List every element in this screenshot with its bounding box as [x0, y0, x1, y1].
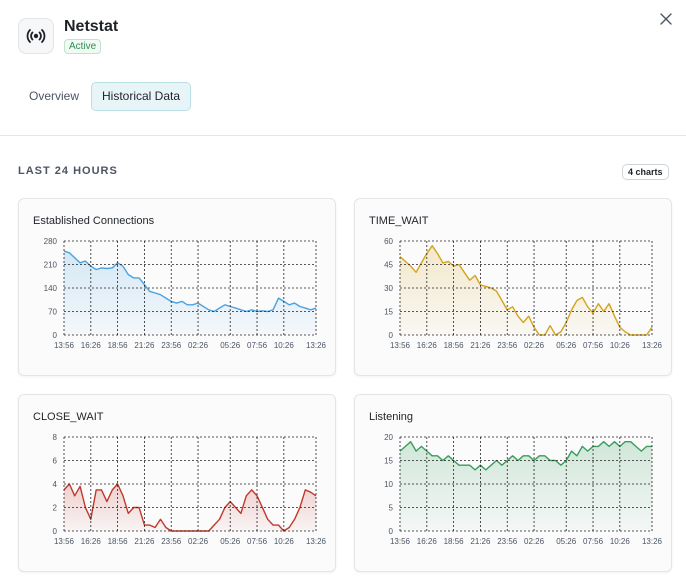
x-tick-label: 21:26 [134, 537, 155, 546]
x-tick-label: 13:56 [54, 537, 75, 546]
x-tick-label: 10:26 [274, 341, 295, 350]
tab[interactable]: Overview [29, 89, 80, 103]
chart-title: Established Connections [33, 215, 155, 227]
chart-title: Listening [369, 411, 413, 423]
y-tick-label: 280 [44, 237, 58, 246]
y-tick-label: 4 [53, 480, 58, 489]
y-tick-label: 5 [389, 504, 394, 513]
x-tick-label: 05:26 [556, 341, 577, 350]
x-tick-label: 13:56 [54, 341, 75, 350]
x-tick-label: 23:56 [161, 341, 182, 350]
section-title: LAST 24 HOURS [18, 165, 118, 177]
x-tick-label: 05:26 [220, 341, 241, 350]
tab[interactable]: Historical Data [91, 82, 192, 111]
x-tick-label: 23:56 [497, 341, 518, 350]
x-tick-label: 23:56 [161, 537, 182, 546]
x-tick-label: 07:56 [583, 537, 604, 546]
chart-count-badge: 4 charts [622, 164, 669, 180]
x-tick-label: 05:26 [556, 537, 577, 546]
y-tick-label: 60 [384, 237, 393, 246]
chart-card: TIME_WAIT 0 15 30 45 60 13:56 16:26 18:56 21:26 23… [354, 198, 672, 376]
x-tick-label: 13:26 [306, 537, 327, 546]
chart-card: CLOSE_WAIT 0 2 4 6 8 13:56 16:26 18:56 21:26 23:56… [18, 394, 336, 572]
y-tick-label: 30 [384, 284, 393, 293]
x-tick-label: 23:56 [497, 537, 518, 546]
x-tick-label: 05:26 [220, 537, 241, 546]
x-tick-label: 21:26 [470, 537, 491, 546]
x-tick-label: 16:26 [417, 341, 438, 350]
chart-title: TIME_WAIT [369, 215, 429, 227]
y-tick-label: 15 [384, 457, 393, 466]
chart: TIME_WAIT 0 15 30 45 60 13:56 16:26 18:56 21:26 23… [369, 215, 663, 350]
y-tick-label: 8 [53, 433, 58, 442]
chart-title: CLOSE_WAIT [33, 411, 104, 423]
x-tick-label: 02:26 [188, 341, 209, 350]
x-tick-label: 18:56 [108, 341, 129, 350]
y-tick-label: 0 [389, 331, 394, 340]
divider [0, 135, 686, 136]
close-button[interactable] [658, 11, 674, 27]
y-tick-label: 6 [53, 457, 58, 466]
chart-card: Established Connections 0 70 140 210 280 13:56… [18, 198, 336, 376]
y-tick-label: 45 [384, 261, 393, 270]
y-tick-label: 0 [53, 527, 58, 536]
y-tick-label: 20 [384, 433, 393, 442]
area [400, 441, 652, 531]
x-tick-label: 07:56 [247, 341, 268, 350]
x-tick-label: 16:26 [417, 537, 438, 546]
app-icon [18, 18, 54, 54]
x-tick-label: 10:26 [610, 341, 631, 350]
y-tick-label: 15 [384, 308, 393, 317]
x-tick-label: 02:26 [188, 537, 209, 546]
y-tick-label: 0 [389, 527, 394, 536]
x-tick-label: 02:26 [524, 341, 545, 350]
x-tick-label: 07:56 [247, 537, 268, 546]
chart: Listening 0 5 10 15 20 13:56 16:26 18:56 21:26 23:… [369, 411, 663, 546]
y-tick-label: 210 [44, 261, 58, 270]
y-tick-label: 70 [48, 308, 57, 317]
x-tick-label: 13:26 [306, 341, 327, 350]
x-tick-label: 18:56 [108, 537, 129, 546]
x-tick-label: 13:26 [642, 537, 663, 546]
app-title: Netstat [64, 18, 119, 35]
y-tick-label: 10 [384, 480, 393, 489]
chart: CLOSE_WAIT 0 2 4 6 8 13:56 16:26 18:56 21:26 23:56… [33, 411, 327, 546]
x-tick-label: 13:56 [390, 341, 411, 350]
area [400, 245, 652, 335]
line [63, 250, 317, 313]
area [64, 484, 316, 531]
line [399, 441, 652, 471]
x-tick-label: 10:26 [274, 537, 295, 546]
x-tick-label: 13:26 [642, 341, 663, 350]
x-tick-label: 10:26 [610, 537, 631, 546]
line [399, 245, 653, 336]
status-badge: Active [64, 39, 102, 54]
x-tick-label: 13:56 [390, 537, 411, 546]
y-tick-label: 140 [44, 284, 58, 293]
broadcast-icon [26, 29, 46, 43]
x-tick-label: 07:56 [583, 341, 604, 350]
x-tick-label: 16:26 [81, 537, 102, 546]
x-tick-label: 21:26 [470, 341, 491, 350]
chart: Established Connections 0 70 140 210 280 13:56… [33, 215, 327, 350]
x-tick-label: 02:26 [524, 537, 545, 546]
area [64, 251, 316, 335]
x-tick-label: 21:26 [134, 341, 155, 350]
x-tick-label: 18:56 [444, 341, 465, 350]
chart-card: Listening 0 5 10 15 20 13:56 16:26 18:56 21:26 23:… [354, 394, 672, 572]
y-tick-label: 0 [53, 331, 58, 340]
x-tick-label: 18:56 [444, 537, 465, 546]
x-tick-label: 16:26 [81, 341, 102, 350]
y-tick-label: 2 [53, 504, 58, 513]
